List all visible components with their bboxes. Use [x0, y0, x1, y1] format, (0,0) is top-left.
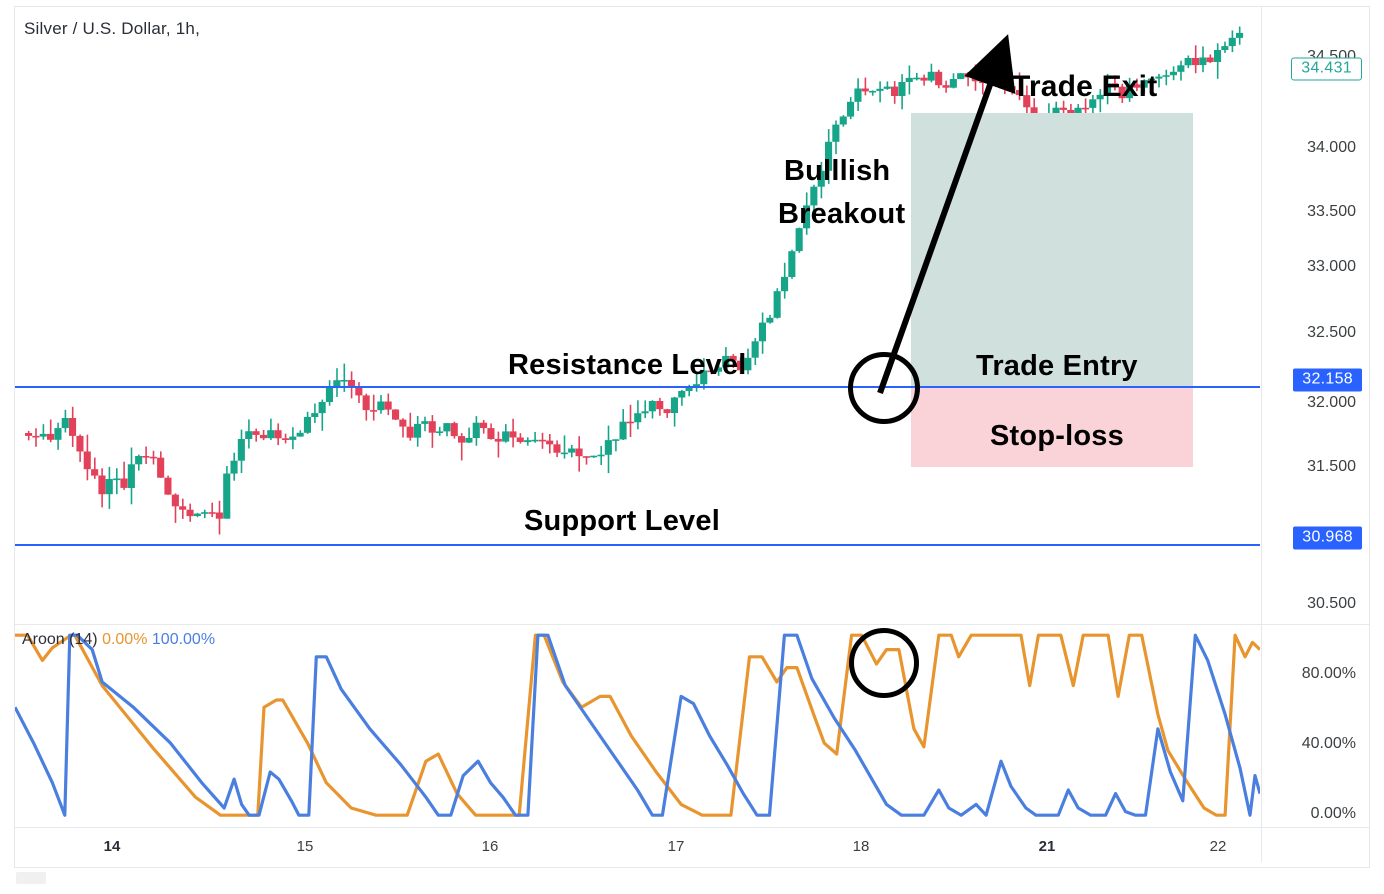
support-price-badge: 30.968	[1293, 526, 1362, 550]
aroon-tick-80: 80.00%	[1301, 665, 1356, 682]
annotation-stop-loss: Stop-loss	[990, 420, 1124, 452]
price-tick-33000: 33.000	[1307, 258, 1356, 275]
aroon-legend-name: Aroon	[22, 631, 65, 648]
aroon-circle-highlight	[849, 628, 919, 698]
time-tick-21: 21	[1038, 838, 1056, 855]
time-tick-14: 14	[103, 838, 121, 855]
resistance-price-badge: 32.158	[1293, 368, 1362, 392]
price-scale[interactable]: 34.500 34.000 33.500 33.000 32.500 32.00…	[1262, 8, 1370, 624]
aroon-legend[interactable]: Aroon (14) 0.00% 100.00%	[22, 631, 215, 649]
price-chart-pane[interactable]	[15, 8, 1260, 620]
aroon-series	[15, 633, 1260, 817]
annotation-resistance-level: Resistance Level	[508, 349, 747, 381]
annotation-support-level: Support Level	[524, 505, 720, 537]
breakout-circle-highlight	[848, 352, 920, 424]
trade-target-zone	[911, 113, 1193, 387]
time-tick-16: 16	[481, 838, 499, 855]
aroon-indicator-pane[interactable]	[15, 628, 1260, 826]
annotation-bullish-breakout-line2: Breakout	[778, 198, 906, 230]
pane-divider	[15, 624, 1370, 625]
aroon-legend-value-up: 0.00%	[102, 631, 148, 648]
time-tick-17: 17	[667, 838, 685, 855]
time-scale[interactable]: 14 15 16 17 18 21 22	[15, 828, 1260, 862]
price-tick-32000: 32.000	[1307, 394, 1356, 411]
time-axis-divider	[15, 827, 1370, 828]
resistance-level-line	[15, 386, 1260, 388]
price-axis-divider	[1261, 7, 1262, 862]
price-tick-32500: 32.500	[1307, 324, 1356, 341]
aroon-tick-40: 40.00%	[1301, 735, 1356, 752]
aroon-tick-0: 0.00%	[1310, 805, 1356, 822]
annotation-bullish-breakout-line1: Bulllish	[784, 155, 891, 187]
time-tick-18: 18	[852, 838, 870, 855]
price-tick-34000: 34.000	[1307, 139, 1356, 156]
annotation-trade-entry: Trade Entry	[976, 350, 1138, 382]
chart-symbol-title: Silver / U.S. Dollar, 1h,	[24, 19, 201, 38]
time-tick-22: 22	[1209, 838, 1227, 855]
aroon-scale[interactable]: 80.00% 40.00% 0.00%	[1262, 628, 1370, 826]
price-tick-33500: 33.500	[1307, 203, 1356, 220]
aroon-legend-value-down: 100.00%	[151, 631, 216, 648]
time-tick-15: 15	[296, 838, 314, 855]
annotation-trade-exit: Trade Exit	[1012, 70, 1158, 103]
watermark	[16, 872, 46, 884]
aroon-legend-period: (14)	[69, 631, 98, 648]
stop-loss-zone	[911, 387, 1193, 467]
last-price-badge: 34.431	[1291, 57, 1362, 81]
price-tick-30500: 30.500	[1307, 595, 1356, 612]
support-level-line	[15, 544, 1260, 546]
price-tick-31500: 31.500	[1307, 458, 1356, 475]
